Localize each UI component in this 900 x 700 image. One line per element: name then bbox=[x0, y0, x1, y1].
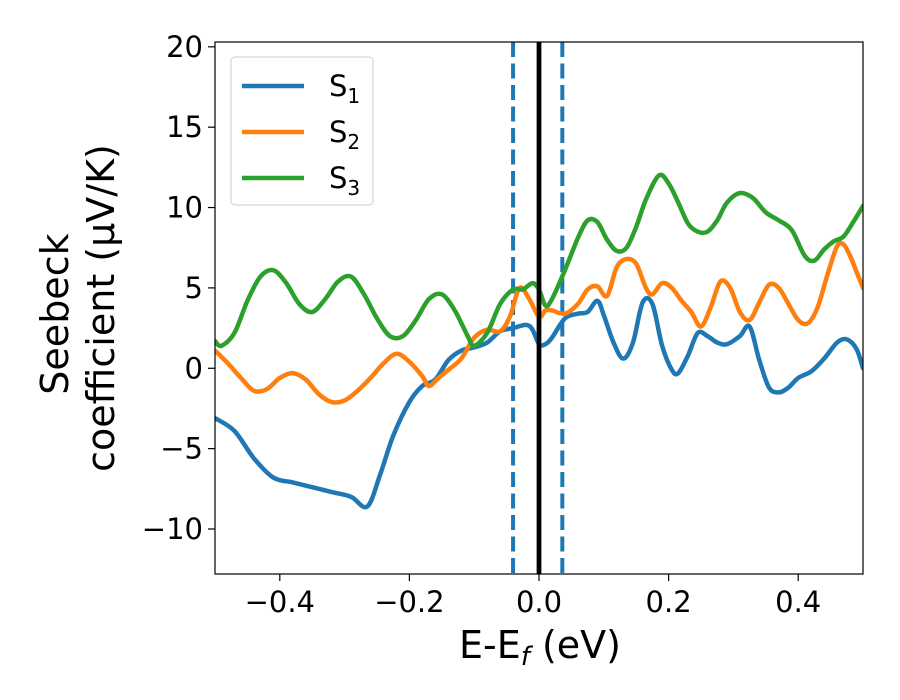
x-tick-label: −0.2 bbox=[374, 585, 444, 619]
y-axis-label-line1: Seebeck bbox=[33, 233, 77, 394]
x-axis-ticks: −0.4 −0.2 0.0 0.2 0.4 bbox=[245, 574, 821, 619]
x-axis-label: E-Ef (eV) bbox=[459, 623, 621, 672]
y-axis-ticks: −10 −5 0 5 10 15 20 bbox=[142, 30, 215, 546]
legend-label-s2: S2 bbox=[329, 115, 360, 154]
y-axis-label: Seebeck coefficient (μV/K) bbox=[33, 144, 123, 472]
legend-label-s1: S1 bbox=[329, 69, 360, 108]
x-tick-label: 0.2 bbox=[646, 585, 692, 619]
y-tick-label: 15 bbox=[166, 110, 203, 144]
x-tick-label: 0.0 bbox=[516, 585, 562, 619]
y-axis-label-line2: coefficient (μV/K) bbox=[79, 144, 123, 472]
legend: S1 S2 S3 bbox=[230, 56, 374, 206]
x-axis-label-unit: (eV) bbox=[530, 623, 621, 667]
plot-area bbox=[214, 41, 864, 575]
y-tick-label: 20 bbox=[166, 30, 203, 64]
y-tick-label: −5 bbox=[160, 432, 203, 466]
x-tick-label: 0.4 bbox=[775, 585, 821, 619]
series-line-s1 bbox=[215, 295, 863, 510]
y-tick-label: 10 bbox=[166, 191, 203, 225]
x-tick-label: −0.4 bbox=[245, 585, 315, 619]
series-layer bbox=[215, 42, 863, 574]
legend-label-s3: S3 bbox=[329, 161, 360, 200]
y-tick-label: 5 bbox=[185, 271, 203, 305]
y-tick-label: 0 bbox=[185, 351, 203, 385]
y-tick-label: −10 bbox=[142, 512, 203, 546]
series-line-s2 bbox=[215, 240, 863, 405]
series-line-s3 bbox=[215, 172, 863, 349]
